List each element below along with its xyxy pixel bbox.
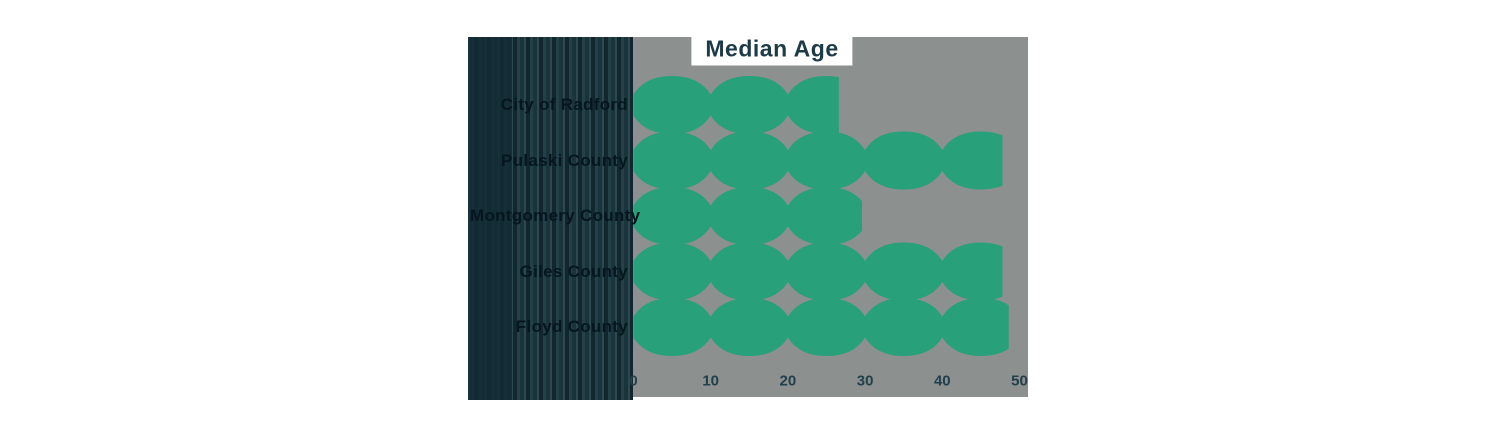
x-tick-label-40: 40 [933, 372, 951, 390]
x-tick-label-50: 50 [1011, 372, 1028, 390]
category-label-montgomery-county: Montgomery County [470, 206, 641, 225]
x-tick-label-30: 30 [856, 372, 874, 390]
x-tick-label-10: 10 [702, 372, 720, 390]
category-label-floyd-county: Floyd County [515, 317, 628, 336]
bar-giles-county[interactable] [633, 242, 1020, 301]
category-label-pulaski-county: Pulaski County [500, 150, 628, 170]
bar-pulaski-county[interactable] [633, 131, 1020, 190]
bar-floyd-county[interactable] [633, 298, 1020, 356]
category-label-giles-county: Giles County [519, 261, 628, 281]
x-tick-label-20: 20 [779, 372, 797, 390]
bar-montgomery-county[interactable] [633, 187, 866, 245]
y-axis-smear-strip [470, 37, 512, 400]
chart-title: Median Age [691, 32, 853, 66]
x-tick-label-0: 0 [629, 372, 638, 390]
category-label-city-of-radford: City of Radford [500, 95, 628, 114]
bar-city-of-radford[interactable] [633, 76, 866, 134]
